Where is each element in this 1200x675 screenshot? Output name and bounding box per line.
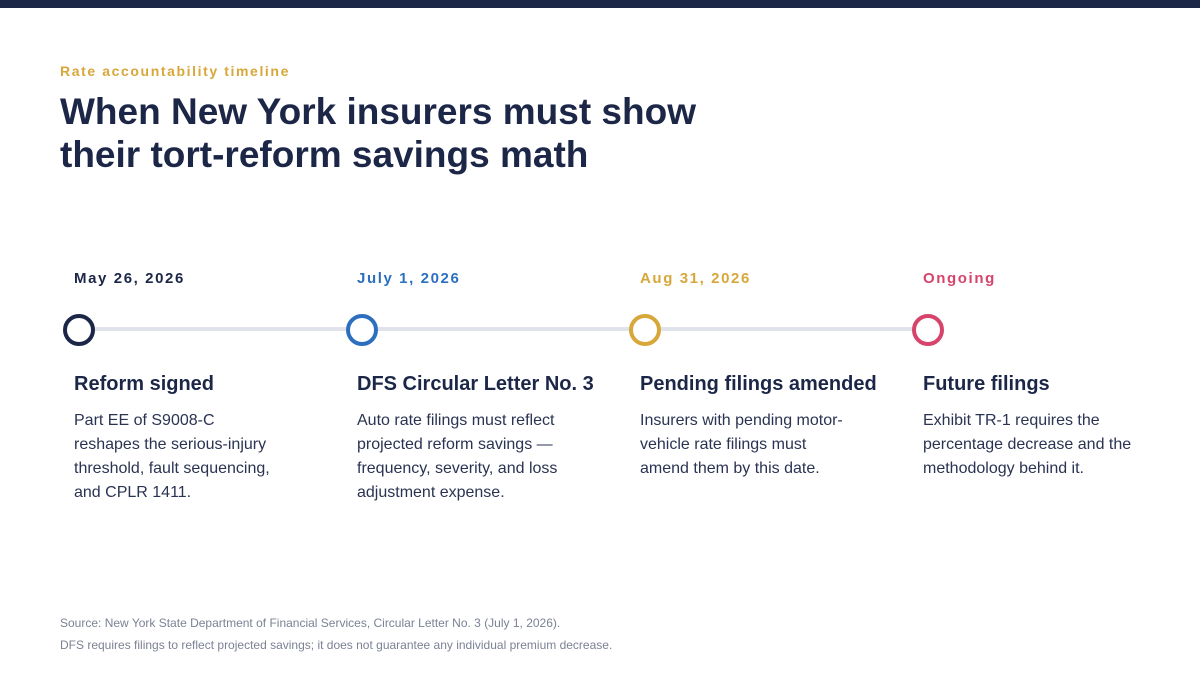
milestone-date: May 26, 2026 (74, 270, 185, 287)
footnotes: Source: New York State Department of Fin… (60, 612, 612, 656)
milestone-description: Part EE of S9008-C reshapes the serious-… (74, 412, 270, 501)
milestone-title: DFS Circular Letter No. 3 (357, 373, 594, 395)
milestone-title: Reform signed (74, 373, 215, 395)
milestone-date: Aug 31, 2026 (640, 270, 751, 287)
milestone-date: Ongoing (923, 270, 996, 287)
milestone-node (912, 314, 944, 346)
milestone-title: Pending filings amended (640, 373, 877, 395)
milestone-date: July 1, 2026 (357, 270, 461, 287)
disclaimer-note: DFS requires filings to reflect projecte… (60, 638, 613, 652)
timeline-connector-2 (363, 327, 646, 331)
milestone-node (63, 314, 95, 346)
timeline-connector-1 (80, 327, 363, 331)
top-accent-bar (0, 0, 1200, 8)
milestone-description: Auto rate filings must reflect projected… (357, 412, 558, 501)
page-title-line-1: When New York insurers must show (60, 91, 696, 132)
page-title-line-2: their tort-reform savings math (60, 134, 589, 175)
milestone-reform-signed: May 26, 2026 Reform signed Part EE of S9… (63, 0, 334, 675)
milestone-future-filings: Ongoing Future filings Exhibit TR-1 requ… (912, 0, 1183, 675)
eyebrow-label: Rate accountability timeline (60, 63, 290, 79)
source-note: Source: New York State Department of Fin… (60, 616, 561, 630)
page-title: When New York insurers must show their t… (60, 90, 760, 176)
milestone-node (629, 314, 661, 346)
milestone-title: Future filings (923, 373, 1050, 395)
timeline-connector-3 (646, 327, 929, 331)
milestone-description: Exhibit TR-1 requires the percentage dec… (923, 412, 1132, 477)
milestone-node (346, 314, 378, 346)
milestone-dfs-circular-letter: July 1, 2026 DFS Circular Letter No. 3 A… (346, 0, 617, 675)
milestone-pending-filings: Aug 31, 2026 Pending filings amended Ins… (629, 0, 900, 675)
milestone-description: Insurers with pending motor-vehicle rate… (640, 412, 843, 477)
